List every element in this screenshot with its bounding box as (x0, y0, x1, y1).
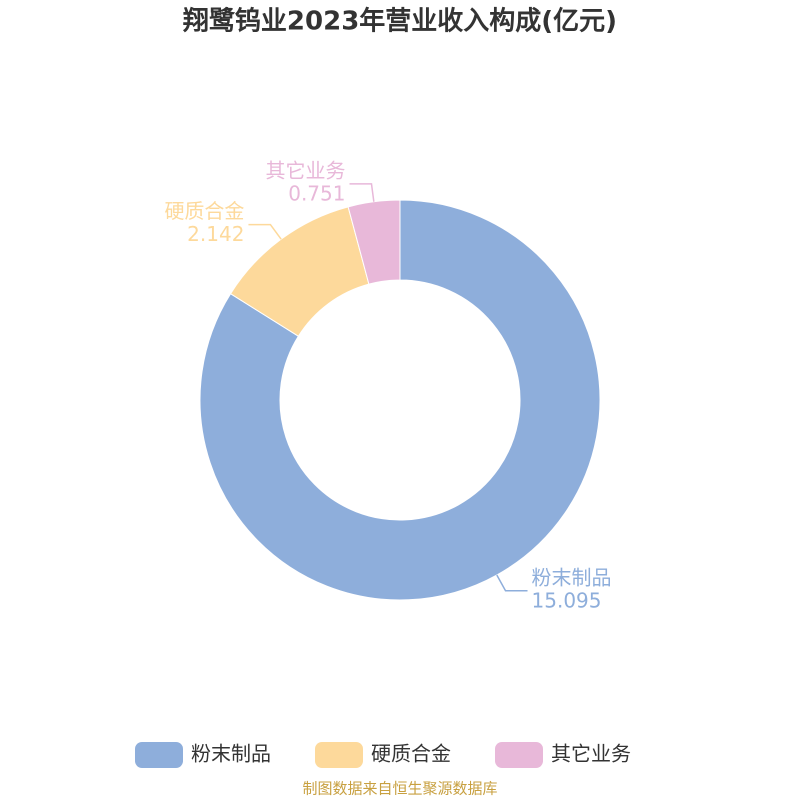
leader-line (496, 574, 528, 592)
legend-swatch (315, 742, 363, 768)
slice-label: 粉末制品 (532, 565, 612, 589)
legend-label: 硬质合金 (371, 742, 451, 766)
legend-swatch (495, 742, 543, 768)
leader-line (349, 183, 375, 202)
source-note: 制图数据来自恒生聚源数据库 (302, 780, 497, 798)
slice (199, 199, 601, 601)
leader-line (248, 223, 282, 240)
slice-value: 0.751 (288, 181, 345, 205)
legend-label: 粉末制品 (191, 742, 271, 766)
slice (347, 199, 401, 285)
slice-label: 硬质合金 (164, 199, 244, 223)
legend-label: 其它业务 (551, 742, 631, 766)
slice-value: 15.095 (532, 588, 602, 612)
slice-label: 其它业务 (265, 158, 345, 182)
legend-swatch (135, 742, 183, 768)
chart-title: 翔鹭钨业2023年营业收入构成(亿元) (183, 6, 617, 37)
slice-value: 2.142 (187, 222, 244, 246)
